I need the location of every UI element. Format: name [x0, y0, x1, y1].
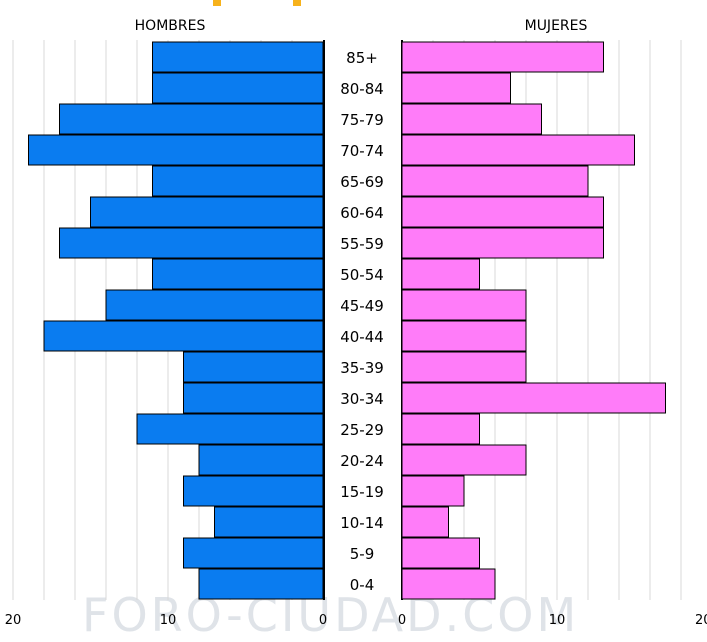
bar-hombres — [198, 444, 324, 476]
age-label: 20-24 — [340, 452, 384, 470]
bar-hombres — [183, 351, 324, 383]
bar-hombres — [198, 568, 324, 600]
age-label: 35-39 — [340, 359, 384, 377]
bar-hombres — [28, 134, 324, 166]
bar-mujeres — [401, 413, 480, 445]
age-label: 10-14 — [340, 514, 384, 532]
age-label: 15-19 — [340, 483, 384, 501]
bar-mujeres — [401, 475, 465, 507]
bar-hombres — [136, 413, 324, 445]
age-label: 25-29 — [340, 421, 384, 439]
bar-hombres — [152, 41, 324, 73]
age-label: 60-64 — [340, 204, 384, 222]
x-tick-left: 0 — [319, 613, 327, 628]
age-label: 45-49 — [340, 297, 384, 315]
x-tick-right: 20 — [695, 613, 707, 628]
bar-hombres — [214, 506, 324, 538]
age-label: 30-34 — [340, 390, 384, 408]
age-label: 5-9 — [350, 545, 375, 563]
top-accent-mark-2 — [293, 0, 301, 6]
bar-mujeres — [401, 103, 542, 135]
bar-mujeres — [401, 41, 604, 73]
x-tick-right: 10 — [549, 613, 566, 628]
bars — [28, 41, 666, 600]
bar-hombres — [59, 227, 324, 259]
bar-mujeres — [401, 258, 480, 290]
x-tick-left: 10 — [160, 613, 177, 628]
bar-mujeres — [401, 72, 511, 104]
bar-mujeres — [401, 320, 527, 352]
age-label: 65-69 — [340, 173, 384, 191]
mujeres-title: MUJERES — [525, 18, 588, 34]
bar-mujeres — [401, 165, 589, 197]
x-ticks: 20 10 0 0 10 20 — [5, 613, 707, 628]
age-label: 40-44 — [340, 328, 384, 346]
bar-hombres — [183, 382, 324, 414]
bar-hombres — [90, 196, 324, 228]
age-label: 85+ — [346, 49, 378, 67]
bar-hombres — [152, 165, 324, 197]
bar-mujeres — [401, 227, 604, 259]
bar-hombres — [59, 103, 324, 135]
bar-mujeres — [401, 382, 666, 414]
bar-hombres — [43, 320, 324, 352]
x-tick-right: 0 — [398, 613, 406, 628]
bar-mujeres — [401, 506, 449, 538]
age-label: 75-79 — [340, 111, 384, 129]
age-labels: 85+ 80-84 75-79 70-74 65-69 60-64 55-59 50-54 45… — [340, 49, 384, 594]
age-label: 55-59 — [340, 235, 384, 253]
bar-mujeres — [401, 196, 604, 228]
bar-hombres — [183, 537, 324, 569]
bar-hombres — [105, 289, 324, 321]
bar-mujeres — [401, 289, 527, 321]
age-label: 80-84 — [340, 80, 384, 98]
age-label: 70-74 — [340, 142, 384, 160]
bar-mujeres — [401, 537, 480, 569]
bar-mujeres — [401, 351, 527, 383]
bar-mujeres — [401, 568, 496, 600]
bar-hombres — [152, 72, 324, 104]
bar-mujeres — [401, 444, 527, 476]
top-accent-mark-1 — [213, 0, 221, 6]
age-label: 50-54 — [340, 266, 384, 284]
x-tick-left: 20 — [5, 613, 22, 628]
age-label: 0-4 — [350, 576, 375, 594]
hombres-title: HOMBRES — [135, 18, 206, 34]
bar-mujeres — [401, 134, 635, 166]
bar-hombres — [183, 475, 324, 507]
bar-hombres — [152, 258, 324, 290]
